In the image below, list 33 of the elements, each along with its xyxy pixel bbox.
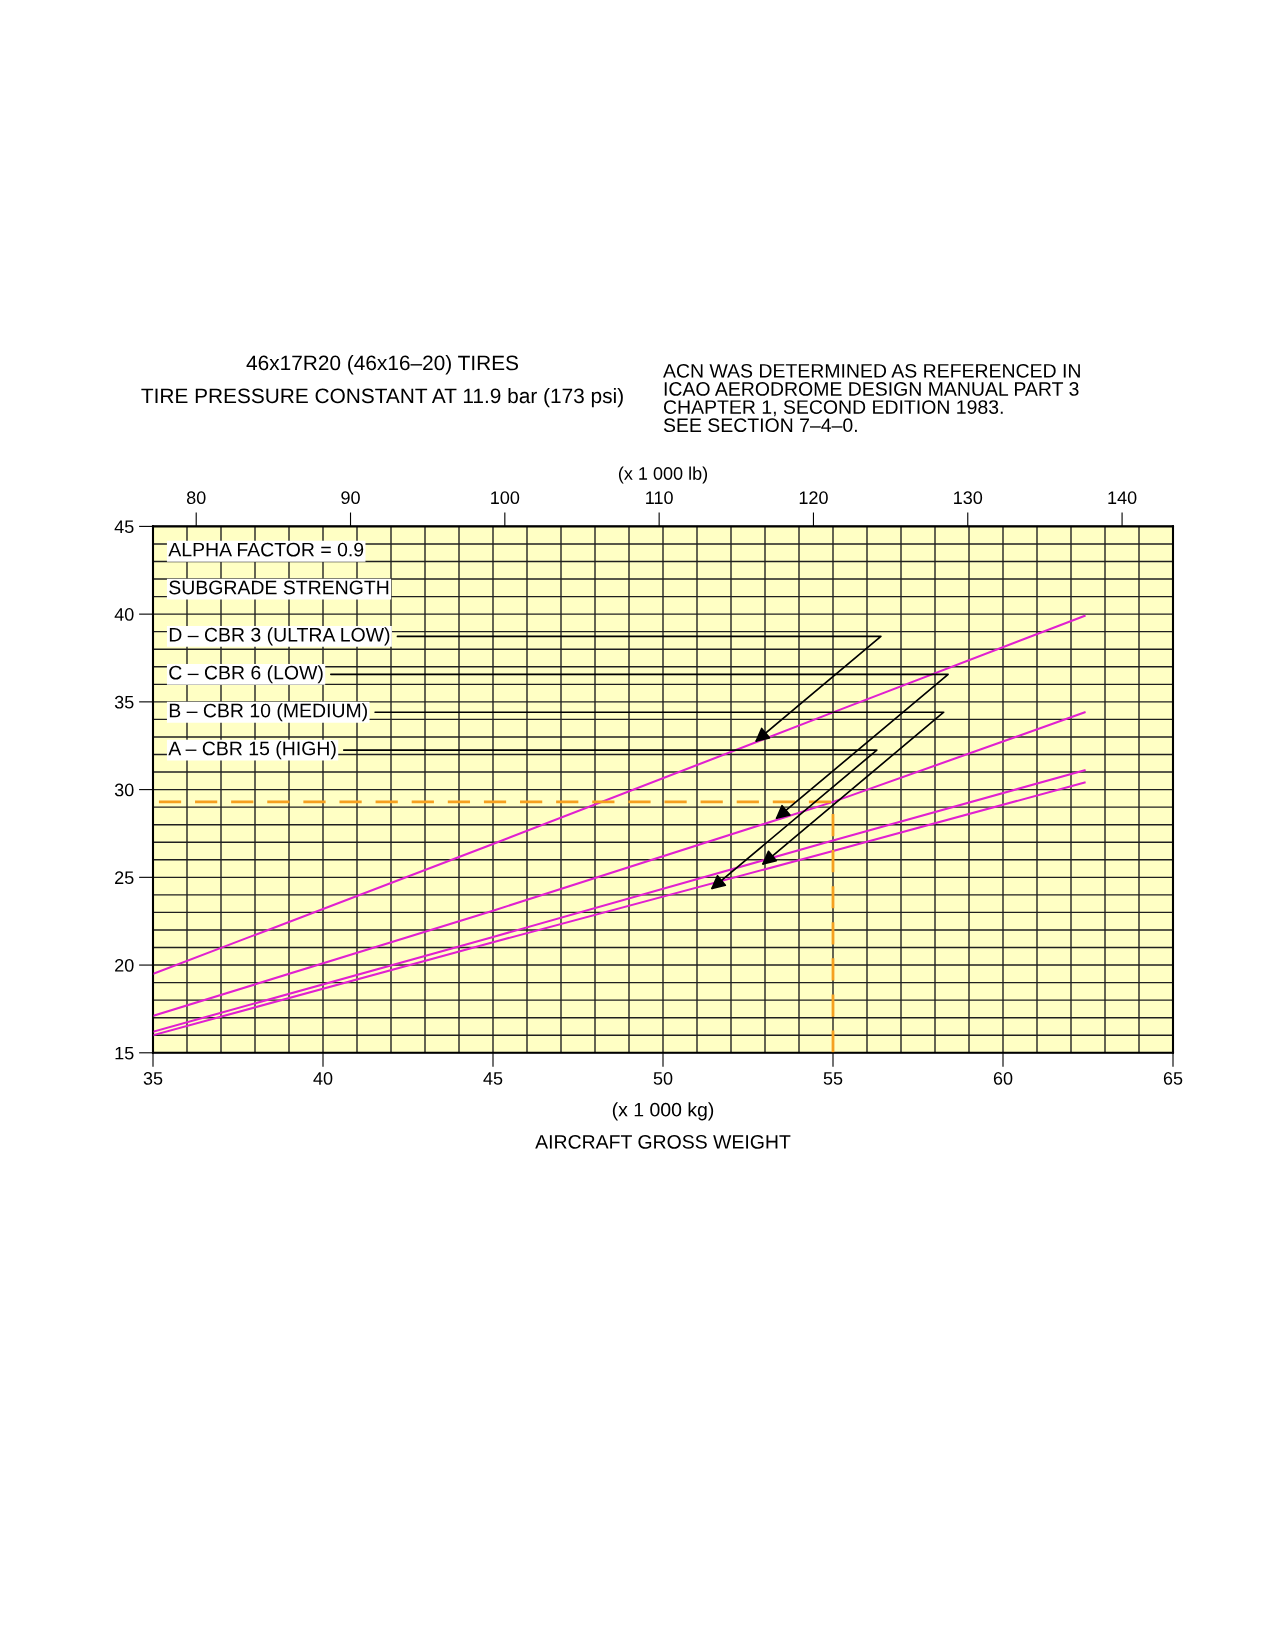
x-tick-label: 65 <box>1163 1072 1183 1085</box>
x2-tick-label: 80 <box>186 491 206 505</box>
y-tick-label: 40 <box>114 608 134 621</box>
text: ACN WAS DETERMINED AS REFERENCED IN ICAO AERODROME DESIGN MANUAL PART 3 CHAPTER 1, SECOND EDITION 1983. SEE SECTION 7–4–0. <box>663 363 1080 433</box>
y-tick-label: 35 <box>114 695 134 709</box>
x2-tick-label: 100 <box>491 491 520 505</box>
annotation: B – CBR 10 (MEDIUM) <box>169 703 367 722</box>
annotation: C – CBR 6 (LOW) <box>169 665 323 684</box>
x-tick-label: 40 <box>313 1072 333 1085</box>
y-tick-label: 25 <box>115 871 134 885</box>
x-tick-label: 60 <box>993 1072 1013 1085</box>
x2-tick-label: 120 <box>799 491 828 505</box>
line-series <box>153 614 1086 975</box>
x-tick-label: 55 <box>823 1072 843 1085</box>
x2-tick-label: 90 <box>341 491 360 505</box>
x2-tick-label: 130 <box>954 491 983 505</box>
chart-subtitle: TIRE PRESSURE CONSTANT AT 11.9 bar (173 psi) <box>141 387 623 408</box>
x-axis-title: (x 1 000 kg) AIRCRAFT GROSS WEIGHT <box>535 1102 791 1149</box>
y-tick-label: 30 <box>114 783 134 797</box>
annotation: A – CBR 15 (HIGH) <box>168 741 336 760</box>
x-tick-label: 50 <box>653 1072 673 1085</box>
annotation: D – CBR 3 (ULTRA LOW) <box>169 627 390 646</box>
x-tick-label: 35 <box>143 1072 163 1085</box>
x2-axis-title: (x 1 000 lb) <box>618 466 708 484</box>
x-tick-label: 45 <box>483 1072 503 1085</box>
y-tick-label: 20 <box>115 959 134 972</box>
annotation: ALPHA FACTOR = 0.9 <box>168 542 364 557</box>
y-tick-label: 45 <box>114 520 134 534</box>
chart-title: 46x17R20 (46x16–20) TIRES <box>246 355 519 375</box>
x2-tick-label: 110 <box>646 491 673 505</box>
annotation: SUBGRADE STRENGTH <box>169 580 389 595</box>
y-tick-label: 15 <box>115 1046 134 1060</box>
x2-tick-label: 140 <box>1108 491 1137 505</box>
